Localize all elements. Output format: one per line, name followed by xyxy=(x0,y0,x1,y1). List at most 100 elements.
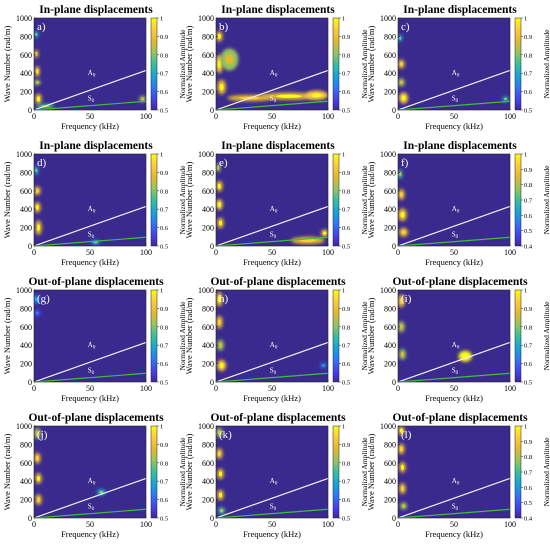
s0-label: S0 xyxy=(88,502,95,512)
colorbar-tick-label: 0.9 xyxy=(342,170,350,177)
panel-title: Out-of-plane displacements xyxy=(210,412,346,424)
s0-label: S0 xyxy=(88,94,95,104)
amplitude-blob-core xyxy=(504,97,508,101)
colorbar-tick-label: 0.9 xyxy=(160,34,168,41)
colorbar-tick-label: 0.9 xyxy=(160,306,168,313)
colorbar-tick-label: 0.7 xyxy=(524,71,533,78)
colorbar xyxy=(332,153,340,247)
y-tick-label: 200 xyxy=(384,496,396,505)
plot-background xyxy=(34,290,146,382)
x-tick-label: 0 xyxy=(396,112,400,121)
x-tick-label: 0 xyxy=(396,248,400,257)
colorbar-tick-label: 0.9 xyxy=(524,34,532,41)
y-tick-label: 600 xyxy=(202,323,214,332)
panel-title: In-plane displacements xyxy=(221,140,335,152)
x-tick-label: 0 xyxy=(214,248,218,257)
colorbar-tick-label: 0.9 xyxy=(524,439,532,446)
y-tick-label: 800 xyxy=(20,168,32,177)
amplitude-blob-core xyxy=(401,230,406,235)
colorbar-tick-label: 0.5 xyxy=(342,380,350,387)
a0-curve xyxy=(34,477,146,518)
plot-area xyxy=(216,30,328,110)
x-tick-label: 0 xyxy=(214,384,218,393)
colorbar-tick-label: 0.5 xyxy=(524,108,532,115)
x-axis-label: Frequency (kHz) xyxy=(61,393,119,403)
y-tick-label: 400 xyxy=(20,205,32,214)
x-tick-label: 50 xyxy=(86,384,94,393)
a0-label: A0 xyxy=(452,341,460,351)
amplitude-blob-core xyxy=(217,202,221,208)
a0-curve xyxy=(216,69,328,110)
colorbar-label: Normalized Amplitude xyxy=(542,437,550,507)
y-tick-label: 200 xyxy=(384,88,396,97)
a0-curve xyxy=(34,205,146,246)
y-tick-label: 1000 xyxy=(16,150,32,159)
colorbar-tick-label: 0.6 xyxy=(524,361,533,368)
amplitude-blob-core xyxy=(217,451,221,457)
y-tick-label: 400 xyxy=(20,69,32,78)
colorbar-tick-label: 1 xyxy=(524,424,527,431)
s0-label-sub: 0 xyxy=(274,235,277,240)
y-tick-label: 600 xyxy=(384,459,396,468)
x-tick-label: 50 xyxy=(86,520,94,529)
amplitude-blob-core xyxy=(399,61,403,67)
y-tick-label: 200 xyxy=(20,224,32,233)
colorbar-tick-label: 1 xyxy=(160,288,163,295)
y-tick-label: 400 xyxy=(202,205,214,214)
a0-label: A0 xyxy=(452,69,460,79)
colorbar-tick-label: 0.6 xyxy=(342,225,351,232)
panel-title: Out-of-plane displacements xyxy=(28,276,164,288)
plot-area xyxy=(216,427,328,518)
colorbar-tick-label: 0.8 xyxy=(342,52,350,59)
amplitude-blob-core xyxy=(400,486,404,492)
s0-curve xyxy=(34,372,146,382)
y-tick-label: 400 xyxy=(20,341,32,350)
amplitude-blob-core xyxy=(400,351,404,357)
colorbar-tick-label: 0.5 xyxy=(342,108,350,115)
colorbar-tick-label: 0.9 xyxy=(524,306,532,313)
colorbar-tick-label: 0.5 xyxy=(342,516,350,523)
x-tick-label: 100 xyxy=(140,520,152,529)
plot-background xyxy=(398,18,510,110)
a0-label: A0 xyxy=(270,477,278,487)
y-tick-label: 400 xyxy=(202,477,214,486)
colorbar-tick-label: 1 xyxy=(160,424,163,431)
panel-letter: b) xyxy=(219,21,229,33)
panel-letter: (l) xyxy=(401,429,412,441)
plot-area xyxy=(216,163,328,246)
colorbar-tick-label: 1 xyxy=(524,152,527,159)
s0-label: S0 xyxy=(452,502,459,512)
colorbar-label: Normalized Amplitude xyxy=(360,165,369,235)
a0-label-sub: 0 xyxy=(457,482,460,487)
y-tick-label: 800 xyxy=(202,168,214,177)
colorbar-label: Normalized Amplitude xyxy=(542,301,550,371)
colorbar-tick-label: 0.7 xyxy=(524,343,533,350)
x-axis-label: Frequency (kHz) xyxy=(243,393,301,403)
amplitude-blob-core xyxy=(34,297,38,302)
s0-label: S0 xyxy=(270,230,277,240)
amplitude-blob-core xyxy=(217,319,221,326)
x-tick-label: 0 xyxy=(32,384,36,393)
amplitude-blob-core xyxy=(399,191,403,197)
plot-area xyxy=(216,291,328,382)
a0-label-sub: 0 xyxy=(275,210,278,215)
amplitude-blob-core xyxy=(99,490,104,494)
colorbar-tick-label: 0.6 xyxy=(160,497,169,504)
amplitude-blob-core xyxy=(322,364,326,367)
y-tick-label: 800 xyxy=(20,440,32,449)
colorbar-tick-label: 0.7 xyxy=(342,479,351,486)
y-tick-label: 0 xyxy=(392,514,396,523)
x-tick-label: 50 xyxy=(268,384,276,393)
colorbar-tick-label: 0.8 xyxy=(342,460,350,467)
amplitude-blob-core xyxy=(35,204,39,210)
panel-letter: e) xyxy=(219,157,228,169)
colorbar-tick-label: 0.5 xyxy=(160,380,168,387)
y-tick-label: 600 xyxy=(202,51,214,60)
a0-label-sub: 0 xyxy=(457,346,460,351)
x-tick-label: 50 xyxy=(450,520,458,529)
x-tick-label: 0 xyxy=(214,520,218,529)
colorbar-tick-label: 0.8 xyxy=(524,324,532,331)
